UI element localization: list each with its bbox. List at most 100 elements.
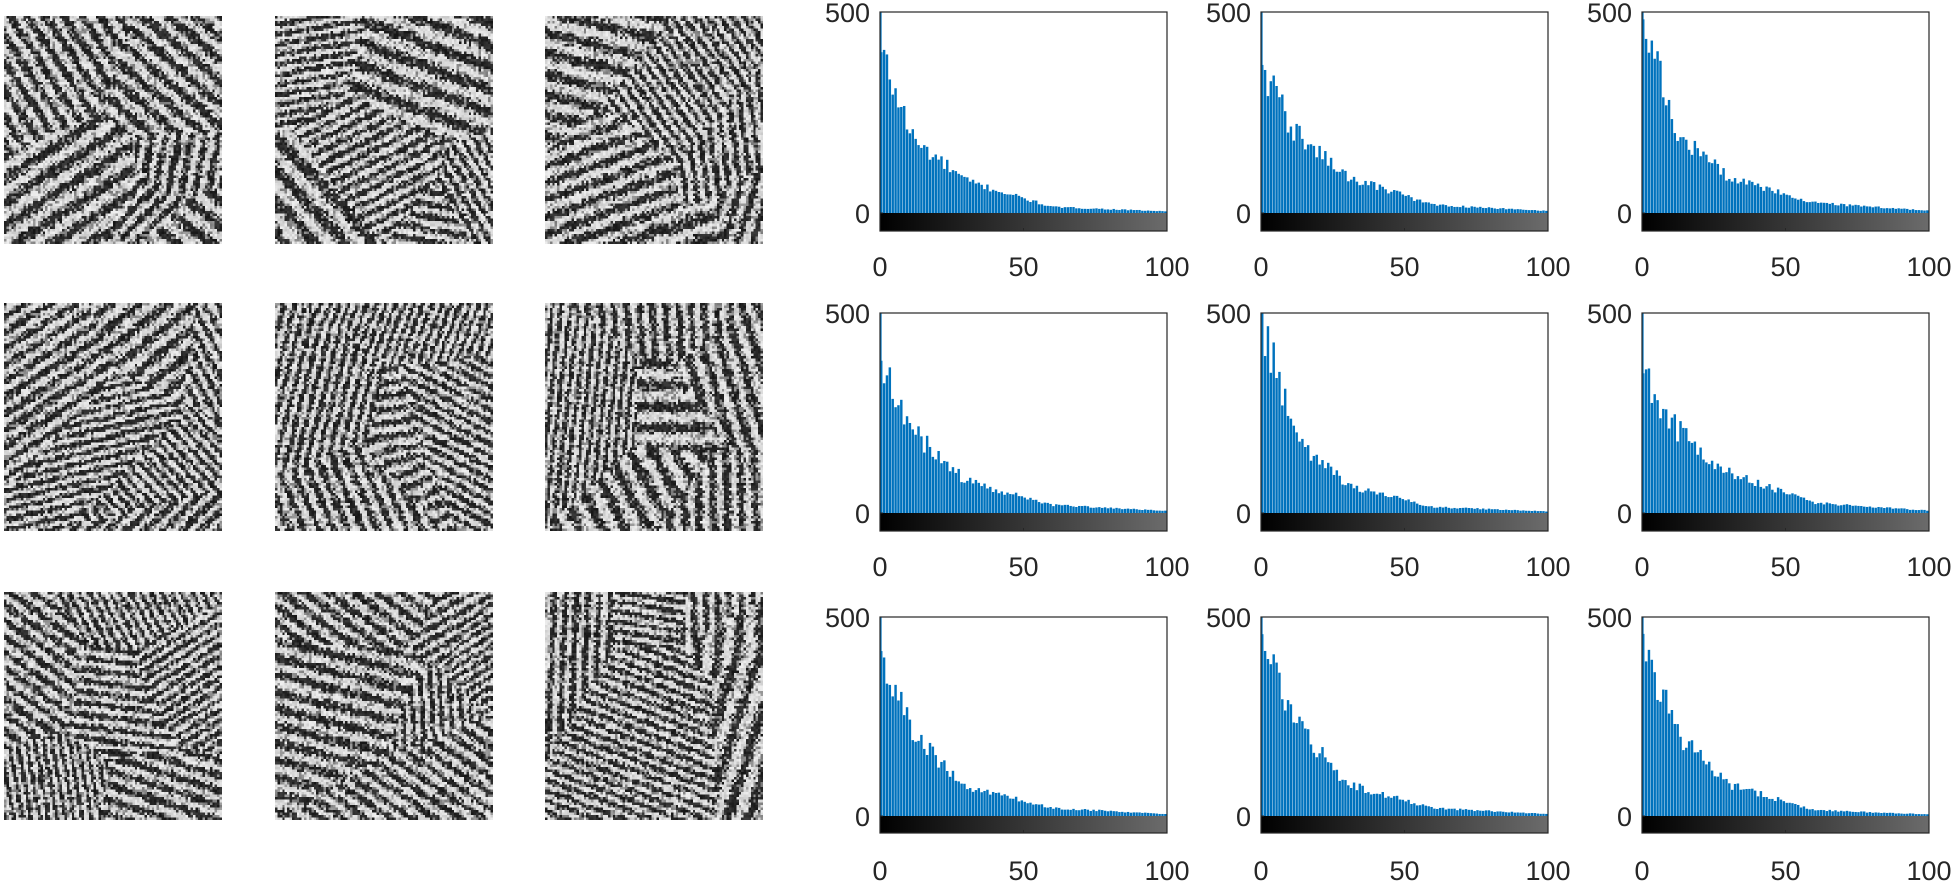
histogram-bar	[1808, 500, 1811, 513]
histogram-bar	[1332, 474, 1336, 513]
histogram-bar	[1100, 208, 1104, 213]
histogram-bar	[1158, 210, 1161, 213]
histogram-bar	[994, 489, 998, 513]
histogram-bar	[1848, 204, 1852, 213]
histogram-r1-c2: 0 500 0 50 100	[1206, 0, 1571, 282]
histogram-bar	[1808, 202, 1811, 213]
histogram-bar	[1828, 503, 1831, 513]
histogram-bar	[1828, 203, 1831, 213]
histogram-bar	[1398, 497, 1402, 513]
histogram-bar	[1513, 509, 1516, 513]
histogram-bar	[1906, 509, 1909, 513]
histogram-bar	[1298, 125, 1301, 213]
histogram-bar	[1659, 60, 1662, 213]
histogram-bar	[1545, 511, 1548, 513]
histogram-bar	[1487, 508, 1491, 513]
histogram-bar	[1370, 794, 1373, 816]
histogram-bar	[1473, 206, 1476, 213]
histogram-bar	[977, 482, 981, 513]
histogram-bar	[1903, 813, 1906, 816]
grayscale-colorbar	[880, 213, 1167, 231]
histogram-bar	[1885, 812, 1889, 816]
histogram-bar	[1413, 803, 1416, 816]
histogram-bar	[1725, 180, 1728, 213]
histogram-bar	[1796, 199, 1800, 213]
histogram-bar	[1286, 415, 1290, 513]
y-tick-label: 500	[1206, 299, 1251, 329]
histogram-bar	[1309, 460, 1313, 513]
histogram-bar	[1502, 509, 1505, 513]
histogram-bar	[946, 461, 949, 513]
histogram-bar	[1289, 418, 1293, 513]
histogram-bar	[1055, 206, 1058, 213]
histogram-bar	[1656, 400, 1659, 513]
histogram-bar	[1880, 813, 1883, 816]
histogram-bar	[1687, 149, 1691, 213]
histogram-bar	[1433, 507, 1436, 513]
histogram-bar	[997, 493, 1001, 513]
histogram-bar	[1837, 505, 1840, 513]
histogram-bar	[1539, 813, 1542, 816]
histogram-bar	[1075, 810, 1078, 816]
histogram-bar	[1513, 209, 1516, 213]
histogram-bar	[928, 159, 932, 213]
histogram-bar	[905, 416, 909, 513]
histogram-bar	[1098, 507, 1101, 513]
histogram-bar	[905, 129, 909, 213]
histogram-bar	[1716, 163, 1720, 213]
histogram-bar	[1072, 207, 1075, 213]
histogram-bar	[1765, 797, 1768, 816]
histogram-bar	[1003, 494, 1006, 513]
histogram-bar	[1275, 85, 1278, 213]
histogram-bar	[1891, 508, 1895, 513]
histogram-bar	[1453, 206, 1456, 213]
histogram-bar	[1009, 194, 1012, 213]
histogram-bar	[994, 190, 998, 213]
histogram-bar	[1344, 780, 1347, 816]
histogram-bar	[1819, 809, 1823, 816]
x-tick-label: 0	[1253, 552, 1268, 582]
histogram-bar	[928, 742, 932, 816]
histogram-bar	[911, 129, 915, 213]
histogram-bar	[1642, 617, 1644, 816]
histogram-bar	[1372, 793, 1376, 816]
y-tick-label: 500	[825, 299, 870, 329]
histogram-bar	[1759, 791, 1763, 816]
histogram-bar	[1066, 809, 1069, 816]
x-tick-label: 0	[1253, 856, 1268, 885]
histogram-bar	[1261, 12, 1263, 213]
histogram-bar	[1926, 814, 1929, 816]
histogram-bar	[1745, 475, 1748, 513]
histogram-bar	[1378, 794, 1382, 816]
histogram-bar	[1459, 207, 1462, 213]
histogram-bar	[1851, 811, 1854, 816]
histogram-bar	[937, 451, 940, 513]
histogram-bar	[1771, 190, 1774, 213]
histogram-bar	[1670, 119, 1674, 213]
histogram-r1-c3: 0 500 0 50 100	[1587, 0, 1952, 282]
histogram-bar	[1923, 509, 1926, 513]
histogram-bar	[1069, 207, 1072, 213]
histogram-bar	[888, 684, 892, 816]
histogram-bar	[968, 788, 972, 816]
histogram-bar	[1295, 723, 1298, 816]
histogram-bar	[1358, 491, 1362, 513]
histogram-bar	[1530, 511, 1534, 513]
histogram-bar	[1152, 510, 1156, 513]
histogram-bar	[1713, 469, 1717, 513]
histogram-bar	[1794, 494, 1797, 513]
histogram-bar	[1372, 491, 1376, 513]
x-tick-label: 50	[1770, 856, 1800, 885]
x-tick-label: 0	[1253, 252, 1268, 282]
histogram-bar	[1037, 204, 1041, 213]
histogram-bar	[1123, 209, 1127, 213]
histogram-bar	[1725, 472, 1728, 513]
histogram-bar	[1329, 466, 1333, 513]
histogram-bar	[1891, 812, 1895, 816]
histogram-bar	[951, 467, 955, 513]
histogram-bar	[1118, 209, 1121, 213]
histogram-bar	[1410, 804, 1413, 816]
histogram-bar	[1075, 506, 1078, 513]
histogram-bar	[1395, 190, 1399, 213]
